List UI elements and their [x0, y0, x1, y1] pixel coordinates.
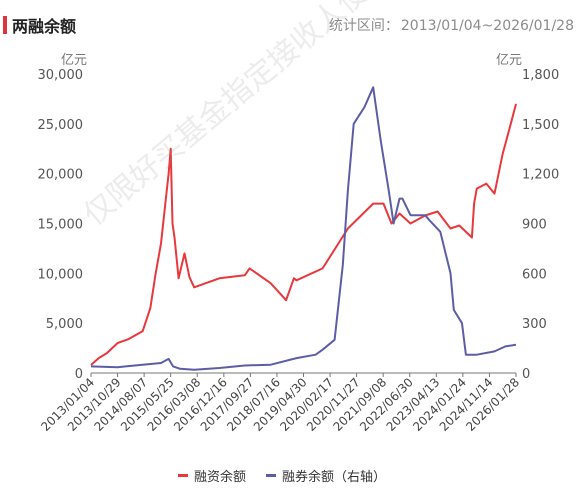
legend-item-short[interactable]: 融券余额（右轴） — [266, 466, 386, 485]
left-axis-tick: 5,000 — [46, 317, 83, 332]
legend-label-short: 融券余额（右轴） — [282, 470, 387, 485]
right-axis-unit: 亿元 — [496, 53, 522, 68]
left-axis-tick: 30,000 — [38, 68, 84, 83]
legend-item-margin[interactable]: 融资余额 — [178, 466, 246, 485]
left-axis-unit: 亿元 — [61, 53, 87, 68]
left-axis-tick: 15,000 — [38, 218, 84, 233]
stat-range-label: 统计区间： — [328, 18, 399, 34]
right-axis-tick: 300 — [522, 317, 547, 332]
left-axis-tick: 0 — [75, 367, 83, 382]
right-axis-tick: 600 — [522, 267, 547, 282]
series-line-short-balance — [90, 86, 517, 371]
right-axis-tick: 1,500 — [522, 118, 559, 133]
right-axis-tick: 0 — [522, 367, 530, 382]
stat-range: 统计区间： 2013/01/04~2026/01/28 — [329, 15, 574, 35]
legend-swatch-margin — [178, 474, 188, 477]
legend-label-margin: 融资余额 — [194, 470, 247, 485]
title-accent-bar — [3, 16, 7, 34]
left-axis-tick: 20,000 — [38, 168, 84, 183]
legend-swatch-short — [266, 474, 276, 477]
series-line-margin-balance — [90, 103, 517, 366]
dual-axis-line-chart: 亿元 亿元30,00025,00020,00015,00010,0005,0000… — [38, 53, 560, 434]
stat-range-value: 2013/01/04~2026/01/28 — [400, 18, 574, 34]
left-axis-tick: 10,000 — [38, 267, 84, 282]
right-axis-tick: 900 — [522, 218, 547, 233]
chart-title: 两融余额 — [12, 17, 77, 36]
left-axis-tick: 25,000 — [38, 118, 84, 133]
right-axis-tick: 1,200 — [522, 168, 559, 183]
chart-header: 两融余额 统计区间： 2013/01/04~2026/01/28 — [0, 0, 584, 44]
chart-legend: 融资余额 融券余额（右轴） — [0, 462, 584, 486]
right-axis-tick: 1,800 — [522, 68, 559, 83]
